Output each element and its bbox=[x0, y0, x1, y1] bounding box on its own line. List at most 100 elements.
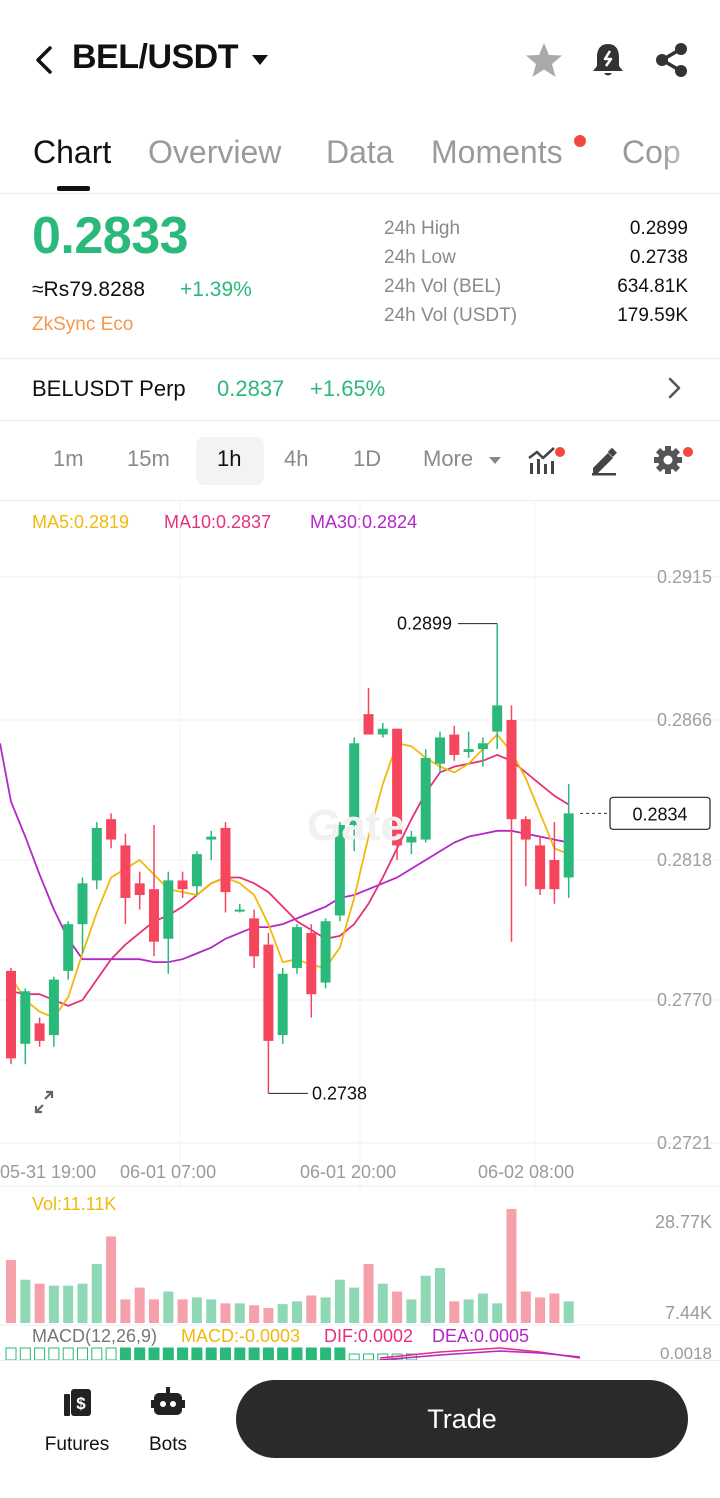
candle-body bbox=[277, 973, 288, 1036]
candle-body bbox=[292, 927, 302, 968]
tab-fade bbox=[660, 128, 720, 192]
tab-bar: Chart Overview Data Moments Cop bbox=[0, 128, 720, 194]
candle-body bbox=[77, 883, 88, 925]
candle-body bbox=[449, 734, 460, 755]
candle-body bbox=[63, 924, 74, 971]
volume-bar bbox=[563, 1301, 574, 1323]
macd-histogram-bar bbox=[305, 1347, 317, 1360]
macd-histogram-bar bbox=[320, 1347, 332, 1360]
stat-value-low: 0.2738 bbox=[629, 247, 688, 268]
volume-y-tick: 7.44K bbox=[665, 1303, 712, 1323]
x-tick-label: 05-31 19:00 bbox=[0, 1162, 96, 1182]
candle-body bbox=[463, 749, 474, 753]
x-tick-label: 06-01 07:00 bbox=[120, 1162, 216, 1182]
volume-bar bbox=[120, 1299, 131, 1323]
candle-body bbox=[520, 819, 531, 840]
share-icon[interactable] bbox=[652, 40, 692, 80]
indicator-icon[interactable] bbox=[526, 444, 558, 476]
y-tick-label: 0.2770 bbox=[657, 990, 712, 1010]
divider bbox=[0, 358, 720, 359]
macd-value: MACD:-0.0003 bbox=[181, 1326, 301, 1346]
back-arrow-icon[interactable] bbox=[32, 42, 56, 78]
stat-label-low: 24h Low bbox=[384, 247, 456, 268]
macd-histogram-bar bbox=[48, 1347, 60, 1360]
interval-active-bg bbox=[196, 437, 264, 485]
pair-title[interactable]: BEL/USDT bbox=[72, 38, 239, 76]
draw-pencil-icon[interactable] bbox=[588, 444, 620, 476]
volume-bar bbox=[134, 1287, 145, 1323]
candle-body bbox=[91, 827, 102, 881]
ma30-legend: MA30:0.2824 bbox=[310, 512, 418, 532]
macd-histogram-bar bbox=[148, 1347, 160, 1360]
trade-button[interactable]: Trade bbox=[236, 1380, 688, 1458]
macd-histogram-bar bbox=[248, 1347, 260, 1360]
macd-histogram-bar bbox=[262, 1347, 274, 1360]
candle-body bbox=[563, 813, 574, 878]
last-price: 0.2833 bbox=[32, 207, 189, 265]
interval-4h[interactable]: 4h bbox=[284, 446, 309, 471]
low-marker-label: 0.2738 bbox=[312, 1083, 367, 1103]
volume-bar bbox=[20, 1279, 31, 1323]
volume-bar bbox=[449, 1301, 460, 1323]
candle-body bbox=[220, 827, 231, 893]
bot-icon bbox=[151, 1387, 185, 1415]
star-icon[interactable] bbox=[524, 40, 564, 80]
volume-bar bbox=[506, 1208, 517, 1323]
stat-value-vol-bel: 634.81K bbox=[617, 276, 688, 297]
svg-text:$: $ bbox=[76, 1394, 86, 1413]
macd-histogram-bar bbox=[19, 1347, 31, 1360]
tab-chart[interactable]: Chart bbox=[33, 134, 112, 170]
volume-bar bbox=[6, 1260, 16, 1323]
volume-bar bbox=[163, 1291, 174, 1323]
candle-body bbox=[191, 854, 202, 887]
volume-bar bbox=[306, 1295, 317, 1323]
chevron-right-icon[interactable] bbox=[664, 376, 684, 400]
ma5-line bbox=[10, 733, 570, 1019]
eco-tag[interactable]: ZkSync Eco bbox=[32, 314, 134, 335]
candle-body bbox=[149, 889, 159, 942]
macd-histogram-bar bbox=[162, 1347, 174, 1360]
notification-dot bbox=[574, 135, 586, 147]
current-price-box bbox=[609, 796, 711, 830]
macd-histogram-bar bbox=[277, 1347, 289, 1360]
volume-bar bbox=[277, 1304, 288, 1323]
caret-down-icon[interactable] bbox=[252, 55, 268, 65]
interval-15m[interactable]: 15m bbox=[127, 446, 170, 471]
candlestick-chart[interactable]: 0.2915 0.2866 0.2818 0.2770 0.2721 05-31 19:0… bbox=[0, 500, 720, 1360]
alert-bell-icon[interactable] bbox=[588, 40, 628, 80]
active-tab-underline bbox=[57, 186, 90, 191]
volume-bar bbox=[349, 1287, 360, 1323]
chart-labels: 0.2899 0.2738 0.2834 Gate bbox=[268, 614, 711, 1103]
volume-bar bbox=[477, 1293, 488, 1323]
candle-body bbox=[377, 728, 388, 735]
macd-histogram-bar bbox=[291, 1347, 303, 1360]
fullscreen-expand-icon[interactable] bbox=[28, 1084, 60, 1120]
candle-body bbox=[34, 1023, 45, 1041]
interval-more[interactable]: More bbox=[423, 446, 474, 471]
price-change: +1.39% bbox=[180, 278, 252, 301]
perp-name[interactable]: BELUSDT Perp bbox=[32, 376, 186, 401]
divider bbox=[0, 420, 720, 421]
macd-histogram-bar bbox=[220, 1347, 231, 1360]
candle-body bbox=[392, 728, 403, 846]
settings-gear-icon[interactable] bbox=[652, 444, 684, 476]
candle-body bbox=[535, 845, 546, 890]
bots-button[interactable]: Bots bbox=[140, 1386, 196, 1456]
futures-label: Futures bbox=[44, 1434, 110, 1455]
candle-body bbox=[6, 970, 16, 1059]
candle-body bbox=[163, 880, 174, 939]
macd-histogram-bar bbox=[205, 1347, 217, 1360]
tab-data[interactable]: Data bbox=[326, 134, 394, 170]
volume-bar bbox=[249, 1305, 260, 1323]
interval-1m[interactable]: 1m bbox=[53, 446, 84, 471]
stat-label-high: 24h High bbox=[384, 218, 461, 239]
volume-bar bbox=[263, 1308, 274, 1323]
macd-dea: DEA:0.0005 bbox=[432, 1326, 530, 1346]
tab-moments[interactable]: Moments bbox=[431, 134, 563, 170]
volume-bar bbox=[320, 1297, 331, 1323]
interval-1d[interactable]: 1D bbox=[353, 446, 382, 471]
futures-button[interactable]: $ Futures bbox=[40, 1386, 114, 1456]
tab-overview[interactable]: Overview bbox=[148, 134, 282, 170]
candle-body bbox=[492, 705, 503, 732]
interval-1h[interactable]: 1h bbox=[217, 446, 242, 471]
